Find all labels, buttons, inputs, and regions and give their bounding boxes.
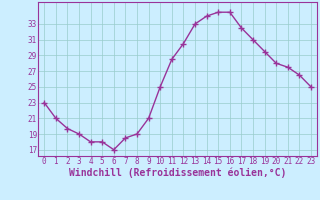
X-axis label: Windchill (Refroidissement éolien,°C): Windchill (Refroidissement éolien,°C) bbox=[69, 168, 286, 178]
